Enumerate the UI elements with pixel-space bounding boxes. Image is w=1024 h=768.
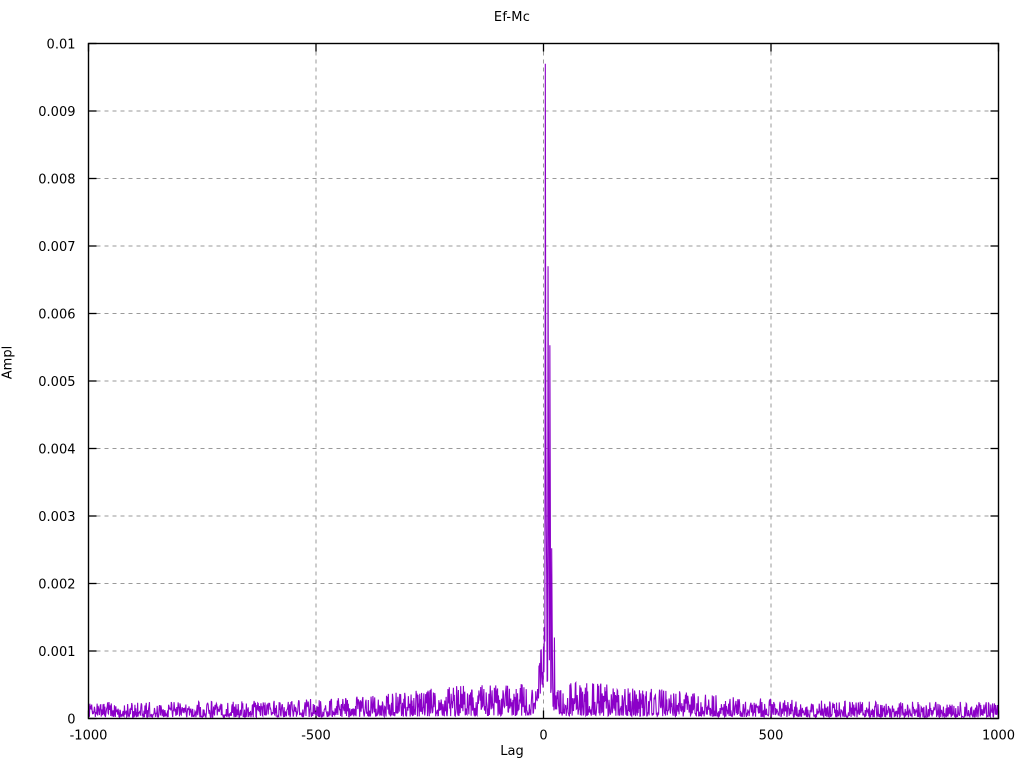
grid-layer <box>88 43 999 719</box>
y-axis-tick-label: 0.006 <box>38 308 75 323</box>
y-axis-tick-label: 0.009 <box>38 105 75 120</box>
y-axis-tick-label: 0.002 <box>38 578 75 593</box>
plot-frame <box>87 42 1000 720</box>
y-axis-tick-label: 0.01 <box>47 38 76 53</box>
chart-title: Ef-Mc <box>493 10 531 25</box>
y-axis-tick-label: 0 <box>67 713 75 728</box>
y-axis-tick-label: 0.004 <box>38 443 75 458</box>
x-axis-tick-label: -500 <box>301 729 331 744</box>
x-axis-tick-label: -1000 <box>70 729 108 744</box>
y-axis-tick-label: 0.003 <box>38 510 75 525</box>
x-axis-tick-label: 0 <box>539 729 547 744</box>
x-axis-tick-label: 1000 <box>982 729 1015 744</box>
y-axis-tick-label: 0.007 <box>38 240 75 255</box>
y-axis-tick-label: 0.008 <box>38 173 75 188</box>
data-series-layer <box>87 63 1000 720</box>
y-axis-tick-label: 0.001 <box>38 645 75 660</box>
x-axis-tick-label: 500 <box>759 729 784 744</box>
axis-ticks-layer: 0 0.001 0.002 0.003 0.004 0.005 0.006 0.007 0.00… <box>38 38 1015 744</box>
series-line-ef-mc <box>87 63 1000 720</box>
x-axis-title: Lag <box>500 744 524 759</box>
y-axis-tick-label: 0.005 <box>38 375 75 390</box>
